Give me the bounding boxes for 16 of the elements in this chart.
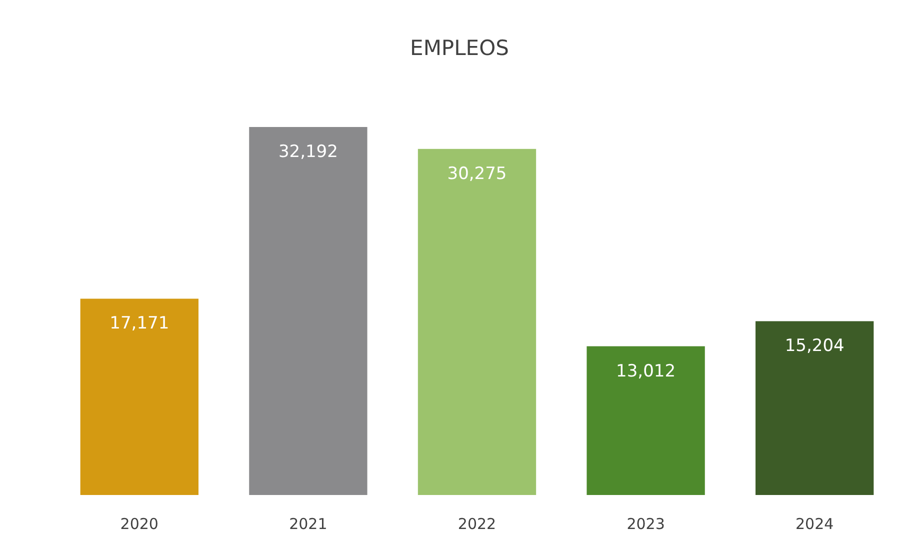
bar: [756, 321, 874, 495]
bar: [80, 298, 198, 495]
chart-title: EMPLEOS: [410, 36, 509, 60]
x-tick-label: 2024: [796, 515, 834, 533]
bar: [249, 127, 368, 495]
x-tick-label: 2021: [289, 515, 328, 533]
data-label: 30,275: [447, 164, 507, 184]
x-tick-label: 2020: [120, 515, 158, 533]
data-label: 17,171: [110, 314, 170, 334]
bar: [418, 148, 536, 495]
x-tick-label: 2022: [458, 515, 496, 533]
x-tick-label: 2023: [626, 515, 665, 533]
data-label: 13,012: [616, 361, 676, 382]
data-label: 15,204: [784, 336, 844, 356]
bar: [586, 346, 705, 495]
data-label: 32,192: [278, 142, 338, 162]
